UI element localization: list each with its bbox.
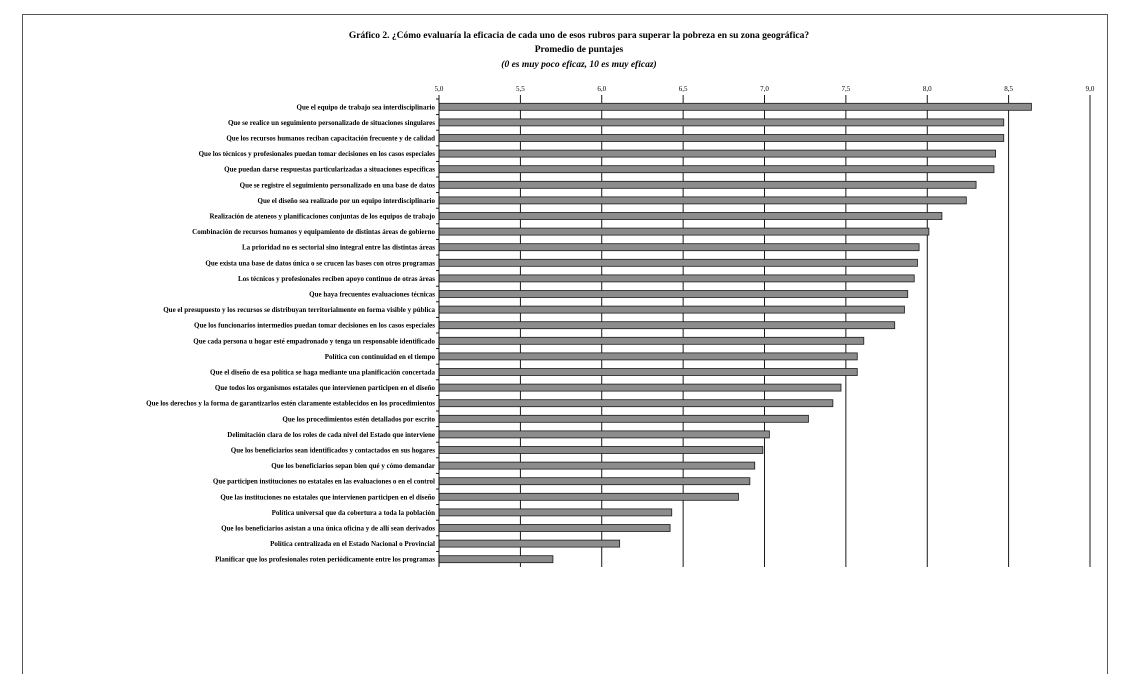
x-tick-label: 6,5 bbox=[679, 85, 688, 93]
x-tick-labels: 5,0 5,5 6,0 6,5 7,0 7,5 8,0 8,5 9,0 bbox=[435, 85, 1095, 93]
category-label: Que se realice un seguimiento personaliz… bbox=[228, 119, 435, 127]
bar bbox=[438, 102, 1032, 111]
category-label: Que cada persona u hogar esté empadronad… bbox=[193, 337, 435, 345]
category-label: Que puedan darse respuestas particulariz… bbox=[224, 166, 435, 174]
bar bbox=[438, 196, 967, 205]
category-label: Planificar que los profesionales roten p… bbox=[215, 556, 435, 564]
category-label: Política con continuidad en el tiempo bbox=[325, 353, 436, 361]
bar bbox=[438, 352, 858, 361]
bar bbox=[438, 321, 896, 330]
bar bbox=[438, 336, 865, 345]
category-label: La prioridad no es sectorial sino integr… bbox=[242, 244, 435, 252]
bar bbox=[438, 149, 997, 158]
x-tick-label: 5,5 bbox=[516, 85, 525, 93]
category-label: Realización de ateneos y planificaciones… bbox=[209, 213, 435, 221]
category-label: Combinación de recursos humanos y equipa… bbox=[192, 228, 435, 236]
gridlines bbox=[519, 95, 1091, 567]
category-label: Que los técnicos y profesionales puedan … bbox=[199, 150, 436, 158]
bar bbox=[438, 539, 621, 548]
category-label: Los técnicos y profesionales reciben apo… bbox=[238, 275, 435, 283]
bar bbox=[438, 430, 770, 439]
category-label: Que los funcionarios intermedios puedan … bbox=[194, 322, 435, 330]
bar bbox=[438, 555, 554, 564]
x-tick-label: 7,5 bbox=[842, 85, 851, 93]
bar bbox=[438, 414, 809, 423]
bar bbox=[438, 399, 834, 408]
bar bbox=[438, 492, 739, 501]
category-label: Que los recursos humanos reciban capacit… bbox=[226, 135, 435, 143]
category-label: Que el equipo de trabajo sea interdiscip… bbox=[297, 103, 436, 111]
bar bbox=[438, 383, 842, 392]
bars bbox=[436, 98, 1032, 564]
category-label: Política centralizada en el Estado Nacio… bbox=[270, 540, 435, 548]
bar bbox=[438, 165, 995, 174]
bar bbox=[438, 212, 943, 220]
bar bbox=[438, 118, 1005, 127]
bar bbox=[438, 134, 1005, 142]
category-label: Que haya frecuentes evaluaciones técnica… bbox=[309, 291, 435, 299]
bar bbox=[438, 524, 671, 532]
category-label: Que las instituciones no estatales que i… bbox=[220, 493, 435, 501]
x-tick-label: 5,0 bbox=[435, 85, 444, 93]
category-label: Que los derechos y la forma de garantiza… bbox=[146, 400, 435, 408]
bar bbox=[438, 368, 858, 376]
chart-title: Gráfico 2. ¿Cómo evaluaría la eficacia d… bbox=[349, 31, 809, 41]
bar bbox=[438, 274, 915, 283]
bar bbox=[438, 446, 764, 454]
x-tick-label: 8,5 bbox=[1004, 85, 1013, 93]
x-tick-label: 9,0 bbox=[1086, 85, 1095, 93]
bar bbox=[438, 305, 905, 314]
category-label: Que participen instituciones no estatale… bbox=[213, 478, 435, 486]
category-label: Que los beneficiarios asistan a una únic… bbox=[221, 525, 435, 533]
chart-subtitle: Promedio de puntajes bbox=[535, 45, 624, 55]
category-label: Que el presupuesto y los recursos se dis… bbox=[163, 306, 435, 314]
chart-note: (0 es muy poco eficaz, 10 es muy eficaz) bbox=[501, 59, 656, 70]
bar bbox=[438, 508, 673, 517]
category-label: Delimitación clara de los roles de cada … bbox=[227, 431, 435, 439]
category-labels: Que el equipo de trabajo sea interdiscip… bbox=[146, 103, 435, 563]
category-label: Que se registre el seguimiento personali… bbox=[240, 181, 436, 189]
bar bbox=[438, 258, 918, 267]
bar-chart: Gráfico 2. ¿Cómo evaluaría la eficacia d… bbox=[146, 31, 1095, 567]
category-label: Que los procedimientos estén detallados … bbox=[282, 415, 435, 423]
bar bbox=[438, 227, 930, 236]
category-label: Que el diseño sea realizado por un equip… bbox=[258, 197, 436, 205]
bar bbox=[438, 290, 909, 298]
bar bbox=[438, 461, 756, 470]
category-label: Política universal que da cobertura a to… bbox=[272, 509, 435, 517]
bar bbox=[438, 243, 920, 252]
category-label: Que el diseño de esa política se haga me… bbox=[210, 369, 435, 377]
bar bbox=[438, 180, 977, 189]
chart-frame: Gráfico 2. ¿Cómo evaluaría la eficacia d… bbox=[22, 14, 1108, 674]
category-label: Que los beneficiarios sepan bien qué y c… bbox=[271, 462, 435, 470]
category-label: Que todos los organismos estatales que i… bbox=[215, 384, 436, 392]
x-tick-label: 8,0 bbox=[923, 85, 932, 93]
x-tick-label: 7,0 bbox=[760, 85, 769, 93]
category-label: Que los beneficiarios sean identificados… bbox=[231, 447, 436, 455]
category-label: Que exista una base de datos única o se … bbox=[205, 259, 435, 267]
bar bbox=[438, 477, 751, 486]
x-tick-label: 6,0 bbox=[597, 85, 606, 93]
